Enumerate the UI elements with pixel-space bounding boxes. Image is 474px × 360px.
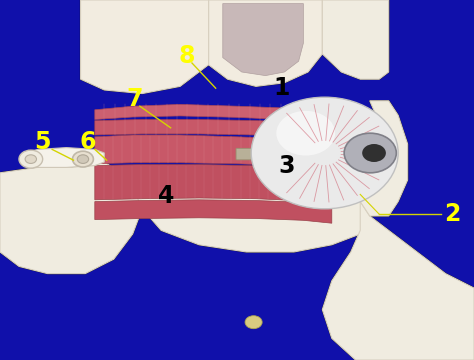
PathPatch shape xyxy=(209,0,322,86)
Circle shape xyxy=(276,111,335,156)
PathPatch shape xyxy=(322,202,474,360)
Text: 5: 5 xyxy=(35,130,51,154)
Text: 4: 4 xyxy=(158,184,174,208)
Polygon shape xyxy=(133,180,370,252)
Text: 3: 3 xyxy=(279,154,295,177)
PathPatch shape xyxy=(133,180,370,252)
Text: 1: 1 xyxy=(274,76,290,100)
Polygon shape xyxy=(24,148,104,167)
PathPatch shape xyxy=(0,162,142,274)
Circle shape xyxy=(362,144,386,162)
Text: 8: 8 xyxy=(179,44,195,68)
Text: 2: 2 xyxy=(445,202,461,226)
PathPatch shape xyxy=(322,0,389,79)
Circle shape xyxy=(25,155,36,163)
Polygon shape xyxy=(223,4,303,76)
Polygon shape xyxy=(81,0,209,94)
PathPatch shape xyxy=(360,101,408,216)
Polygon shape xyxy=(322,202,474,360)
Polygon shape xyxy=(360,101,408,216)
Text: 6: 6 xyxy=(80,130,96,154)
Polygon shape xyxy=(209,0,322,86)
Text: 7: 7 xyxy=(127,87,143,111)
Polygon shape xyxy=(95,135,332,173)
Polygon shape xyxy=(0,162,142,274)
FancyBboxPatch shape xyxy=(236,148,269,160)
Circle shape xyxy=(77,155,89,163)
Circle shape xyxy=(19,150,43,168)
Circle shape xyxy=(251,97,398,209)
Polygon shape xyxy=(95,104,332,125)
PathPatch shape xyxy=(81,0,209,94)
Circle shape xyxy=(73,151,93,167)
Polygon shape xyxy=(95,200,332,223)
Circle shape xyxy=(344,133,396,173)
Polygon shape xyxy=(322,0,389,79)
Circle shape xyxy=(245,316,262,329)
Polygon shape xyxy=(95,120,332,140)
Polygon shape xyxy=(95,165,332,204)
